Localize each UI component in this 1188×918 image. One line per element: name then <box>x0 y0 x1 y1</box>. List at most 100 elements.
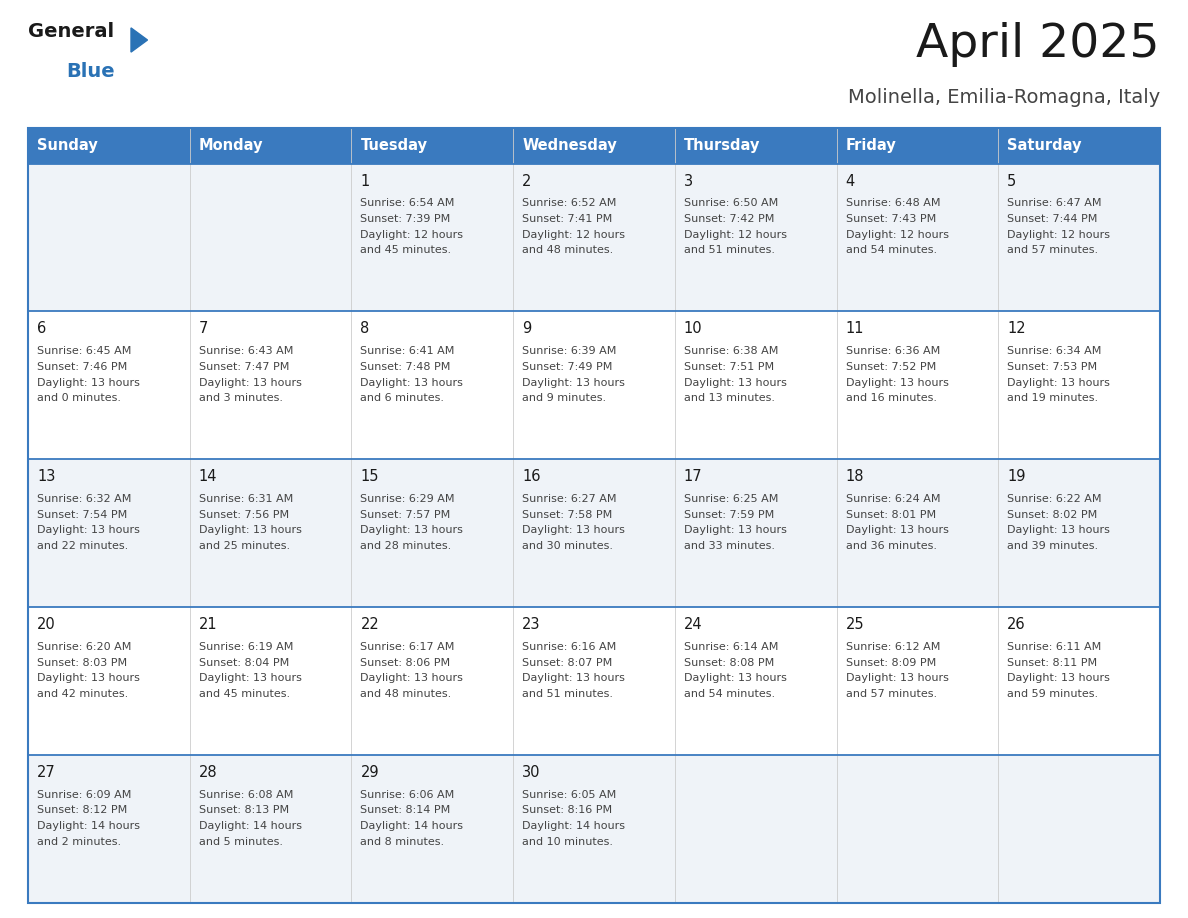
Text: Sunrise: 6:11 AM: Sunrise: 6:11 AM <box>1007 642 1101 652</box>
Text: Daylight: 13 hours: Daylight: 13 hours <box>684 525 786 535</box>
Bar <box>29 459 1159 607</box>
Text: and 33 minutes.: and 33 minutes. <box>684 542 775 551</box>
Text: Sunset: 8:13 PM: Sunset: 8:13 PM <box>198 805 289 815</box>
Text: 13: 13 <box>37 469 56 485</box>
Text: Sunrise: 6:43 AM: Sunrise: 6:43 AM <box>198 346 293 356</box>
Bar <box>29 311 1159 459</box>
Text: Sunrise: 6:54 AM: Sunrise: 6:54 AM <box>360 198 455 208</box>
Text: Daylight: 13 hours: Daylight: 13 hours <box>684 377 786 387</box>
Text: 11: 11 <box>846 321 864 336</box>
Text: and 22 minutes.: and 22 minutes. <box>37 542 128 551</box>
Text: Sunrise: 6:25 AM: Sunrise: 6:25 AM <box>684 494 778 504</box>
Text: Daylight: 14 hours: Daylight: 14 hours <box>198 822 302 831</box>
Bar <box>29 607 1159 756</box>
Text: Sunset: 8:02 PM: Sunset: 8:02 PM <box>1007 509 1098 520</box>
Bar <box>29 756 1159 903</box>
Text: Daylight: 13 hours: Daylight: 13 hours <box>1007 673 1110 683</box>
Text: 17: 17 <box>684 469 702 485</box>
Bar <box>29 128 1159 903</box>
Text: Daylight: 14 hours: Daylight: 14 hours <box>523 822 625 831</box>
Text: and 13 minutes.: and 13 minutes. <box>684 393 775 403</box>
Text: Sunrise: 6:12 AM: Sunrise: 6:12 AM <box>846 642 940 652</box>
Text: and 51 minutes.: and 51 minutes. <box>523 689 613 700</box>
Text: Daylight: 14 hours: Daylight: 14 hours <box>360 822 463 831</box>
Text: Daylight: 13 hours: Daylight: 13 hours <box>360 525 463 535</box>
Text: Sunrise: 6:32 AM: Sunrise: 6:32 AM <box>37 494 132 504</box>
Text: 8: 8 <box>360 321 369 336</box>
Text: April 2025: April 2025 <box>916 22 1159 67</box>
Text: 18: 18 <box>846 469 864 485</box>
Text: Sunset: 7:41 PM: Sunset: 7:41 PM <box>523 214 612 224</box>
Text: 6: 6 <box>37 321 46 336</box>
Text: Blue: Blue <box>67 62 114 81</box>
Text: Molinella, Emilia-Romagna, Italy: Molinella, Emilia-Romagna, Italy <box>848 88 1159 107</box>
Text: Sunset: 8:16 PM: Sunset: 8:16 PM <box>523 805 612 815</box>
Text: Sunrise: 6:34 AM: Sunrise: 6:34 AM <box>1007 346 1101 356</box>
Text: 26: 26 <box>1007 617 1026 633</box>
Text: Sunrise: 6:39 AM: Sunrise: 6:39 AM <box>523 346 617 356</box>
Text: Daylight: 13 hours: Daylight: 13 hours <box>846 673 948 683</box>
Text: and 16 minutes.: and 16 minutes. <box>846 393 936 403</box>
Text: Daylight: 13 hours: Daylight: 13 hours <box>523 377 625 387</box>
Text: Sunrise: 6:27 AM: Sunrise: 6:27 AM <box>523 494 617 504</box>
Text: Sunday: Sunday <box>37 139 97 153</box>
Text: and 39 minutes.: and 39 minutes. <box>1007 542 1099 551</box>
Text: and 45 minutes.: and 45 minutes. <box>198 689 290 700</box>
Text: 5: 5 <box>1007 174 1017 188</box>
Text: Daylight: 13 hours: Daylight: 13 hours <box>1007 377 1110 387</box>
Text: Daylight: 12 hours: Daylight: 12 hours <box>1007 230 1111 240</box>
Text: 23: 23 <box>523 617 541 633</box>
Text: Sunrise: 6:24 AM: Sunrise: 6:24 AM <box>846 494 940 504</box>
Text: Friday: Friday <box>846 139 896 153</box>
Text: Sunrise: 6:45 AM: Sunrise: 6:45 AM <box>37 346 132 356</box>
Text: Daylight: 13 hours: Daylight: 13 hours <box>37 377 140 387</box>
Text: and 3 minutes.: and 3 minutes. <box>198 393 283 403</box>
Text: and 30 minutes.: and 30 minutes. <box>523 542 613 551</box>
Text: 14: 14 <box>198 469 217 485</box>
Text: Daylight: 14 hours: Daylight: 14 hours <box>37 822 140 831</box>
Text: Tuesday: Tuesday <box>360 139 428 153</box>
Text: 4: 4 <box>846 174 855 188</box>
Text: Sunrise: 6:14 AM: Sunrise: 6:14 AM <box>684 642 778 652</box>
Text: Sunrise: 6:17 AM: Sunrise: 6:17 AM <box>360 642 455 652</box>
Text: Sunrise: 6:05 AM: Sunrise: 6:05 AM <box>523 789 617 800</box>
Text: Sunset: 8:14 PM: Sunset: 8:14 PM <box>360 805 450 815</box>
Text: 9: 9 <box>523 321 531 336</box>
Text: Sunset: 7:48 PM: Sunset: 7:48 PM <box>360 362 450 372</box>
Text: 27: 27 <box>37 765 56 780</box>
Text: Daylight: 12 hours: Daylight: 12 hours <box>360 230 463 240</box>
Polygon shape <box>131 28 147 52</box>
Text: and 28 minutes.: and 28 minutes. <box>360 542 451 551</box>
Text: Daylight: 13 hours: Daylight: 13 hours <box>360 377 463 387</box>
Text: Sunset: 7:58 PM: Sunset: 7:58 PM <box>523 509 612 520</box>
Text: Daylight: 13 hours: Daylight: 13 hours <box>37 525 140 535</box>
Text: Sunrise: 6:16 AM: Sunrise: 6:16 AM <box>523 642 617 652</box>
Text: Sunset: 7:52 PM: Sunset: 7:52 PM <box>846 362 936 372</box>
Text: 19: 19 <box>1007 469 1025 485</box>
Text: Sunrise: 6:52 AM: Sunrise: 6:52 AM <box>523 198 617 208</box>
Text: Sunrise: 6:22 AM: Sunrise: 6:22 AM <box>1007 494 1101 504</box>
Text: Daylight: 13 hours: Daylight: 13 hours <box>360 673 463 683</box>
Text: and 2 minutes.: and 2 minutes. <box>37 837 121 847</box>
Text: Sunrise: 6:09 AM: Sunrise: 6:09 AM <box>37 789 132 800</box>
Text: and 48 minutes.: and 48 minutes. <box>360 689 451 700</box>
Text: and 25 minutes.: and 25 minutes. <box>198 542 290 551</box>
Text: Daylight: 13 hours: Daylight: 13 hours <box>523 673 625 683</box>
Text: Sunrise: 6:08 AM: Sunrise: 6:08 AM <box>198 789 293 800</box>
Text: 20: 20 <box>37 617 56 633</box>
Text: and 6 minutes.: and 6 minutes. <box>360 393 444 403</box>
Text: Sunrise: 6:50 AM: Sunrise: 6:50 AM <box>684 198 778 208</box>
Text: Sunset: 7:53 PM: Sunset: 7:53 PM <box>1007 362 1098 372</box>
Text: 24: 24 <box>684 617 702 633</box>
Text: and 8 minutes.: and 8 minutes. <box>360 837 444 847</box>
Text: and 9 minutes.: and 9 minutes. <box>523 393 606 403</box>
Text: 22: 22 <box>360 617 379 633</box>
Text: 25: 25 <box>846 617 864 633</box>
Bar <box>29 163 1159 311</box>
Text: Sunset: 8:06 PM: Sunset: 8:06 PM <box>360 657 450 667</box>
Text: Sunset: 8:12 PM: Sunset: 8:12 PM <box>37 805 127 815</box>
Text: and 57 minutes.: and 57 minutes. <box>846 689 936 700</box>
Text: Sunset: 7:47 PM: Sunset: 7:47 PM <box>198 362 289 372</box>
Text: Sunset: 7:39 PM: Sunset: 7:39 PM <box>360 214 450 224</box>
Text: Sunrise: 6:36 AM: Sunrise: 6:36 AM <box>846 346 940 356</box>
